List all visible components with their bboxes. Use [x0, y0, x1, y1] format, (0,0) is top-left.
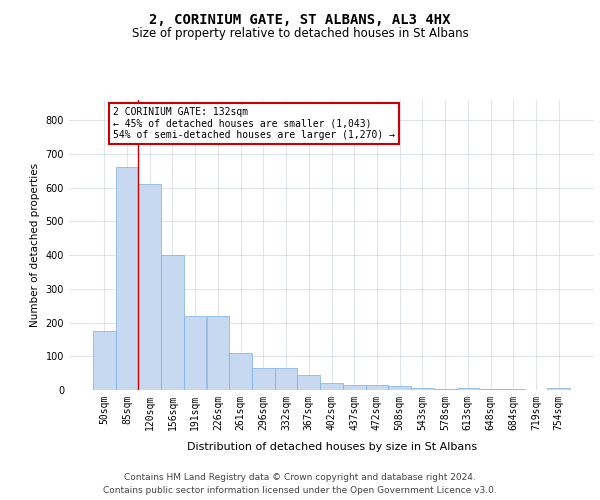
Bar: [343, 385, 365, 390]
Bar: [298, 375, 320, 390]
Text: Distribution of detached houses by size in St Albans: Distribution of detached houses by size …: [187, 442, 477, 452]
Bar: [252, 368, 275, 390]
Bar: [229, 353, 252, 390]
Bar: [434, 388, 457, 390]
Bar: [547, 388, 570, 390]
Bar: [184, 316, 206, 390]
Bar: [139, 184, 161, 390]
Bar: [320, 384, 343, 390]
Bar: [161, 255, 184, 390]
Bar: [388, 386, 411, 390]
Text: 2, CORINIUM GATE, ST ALBANS, AL3 4HX: 2, CORINIUM GATE, ST ALBANS, AL3 4HX: [149, 12, 451, 26]
Bar: [411, 388, 434, 390]
Bar: [457, 388, 479, 390]
Text: Size of property relative to detached houses in St Albans: Size of property relative to detached ho…: [131, 28, 469, 40]
Bar: [365, 385, 388, 390]
Bar: [93, 331, 116, 390]
Y-axis label: Number of detached properties: Number of detached properties: [30, 163, 40, 327]
Text: Contains HM Land Registry data © Crown copyright and database right 2024.
Contai: Contains HM Land Registry data © Crown c…: [103, 473, 497, 495]
Bar: [116, 168, 139, 390]
Text: 2 CORINIUM GATE: 132sqm
← 45% of detached houses are smaller (1,043)
54% of semi: 2 CORINIUM GATE: 132sqm ← 45% of detache…: [113, 106, 395, 140]
Bar: [275, 368, 298, 390]
Bar: [206, 316, 229, 390]
